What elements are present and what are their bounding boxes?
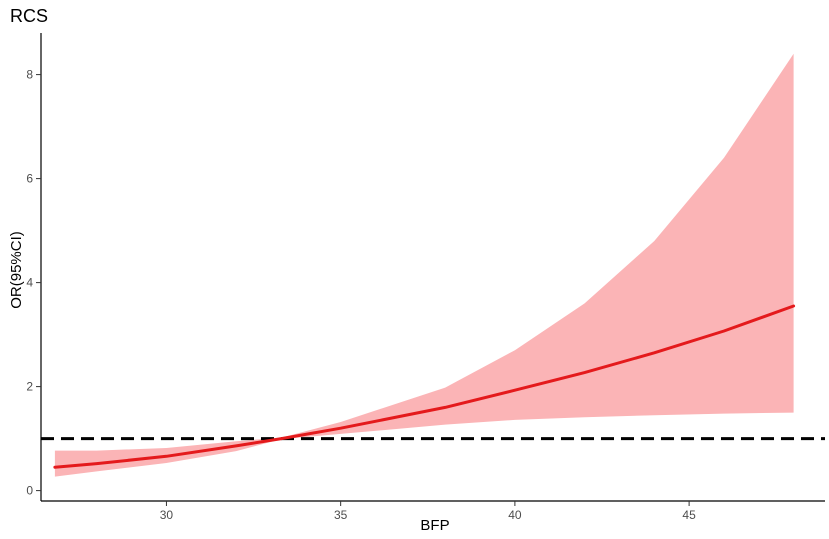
chart-title: RCS: [10, 6, 48, 26]
x-tick-label: 40: [508, 508, 522, 522]
x-tick-label: 35: [334, 508, 348, 522]
x-axis-title: BFP: [420, 517, 449, 534]
y-tick-label: 4: [26, 276, 33, 290]
confidence-ribbon: [54, 53, 794, 477]
x-tick-label: 45: [682, 508, 696, 522]
plot-area: [41, 53, 825, 477]
y-tick-label: 6: [26, 172, 33, 186]
x-tick-label: 30: [160, 508, 174, 522]
y-axis-title: OR(95%CI): [8, 231, 25, 309]
y-tick-label: 2: [26, 380, 33, 394]
y-tick-label: 8: [26, 68, 33, 82]
axes: 30 35 40 45 0 2 4 6 8: [26, 33, 825, 522]
y-tick-label: 0: [26, 484, 33, 498]
or-line: [53, 304, 796, 469]
